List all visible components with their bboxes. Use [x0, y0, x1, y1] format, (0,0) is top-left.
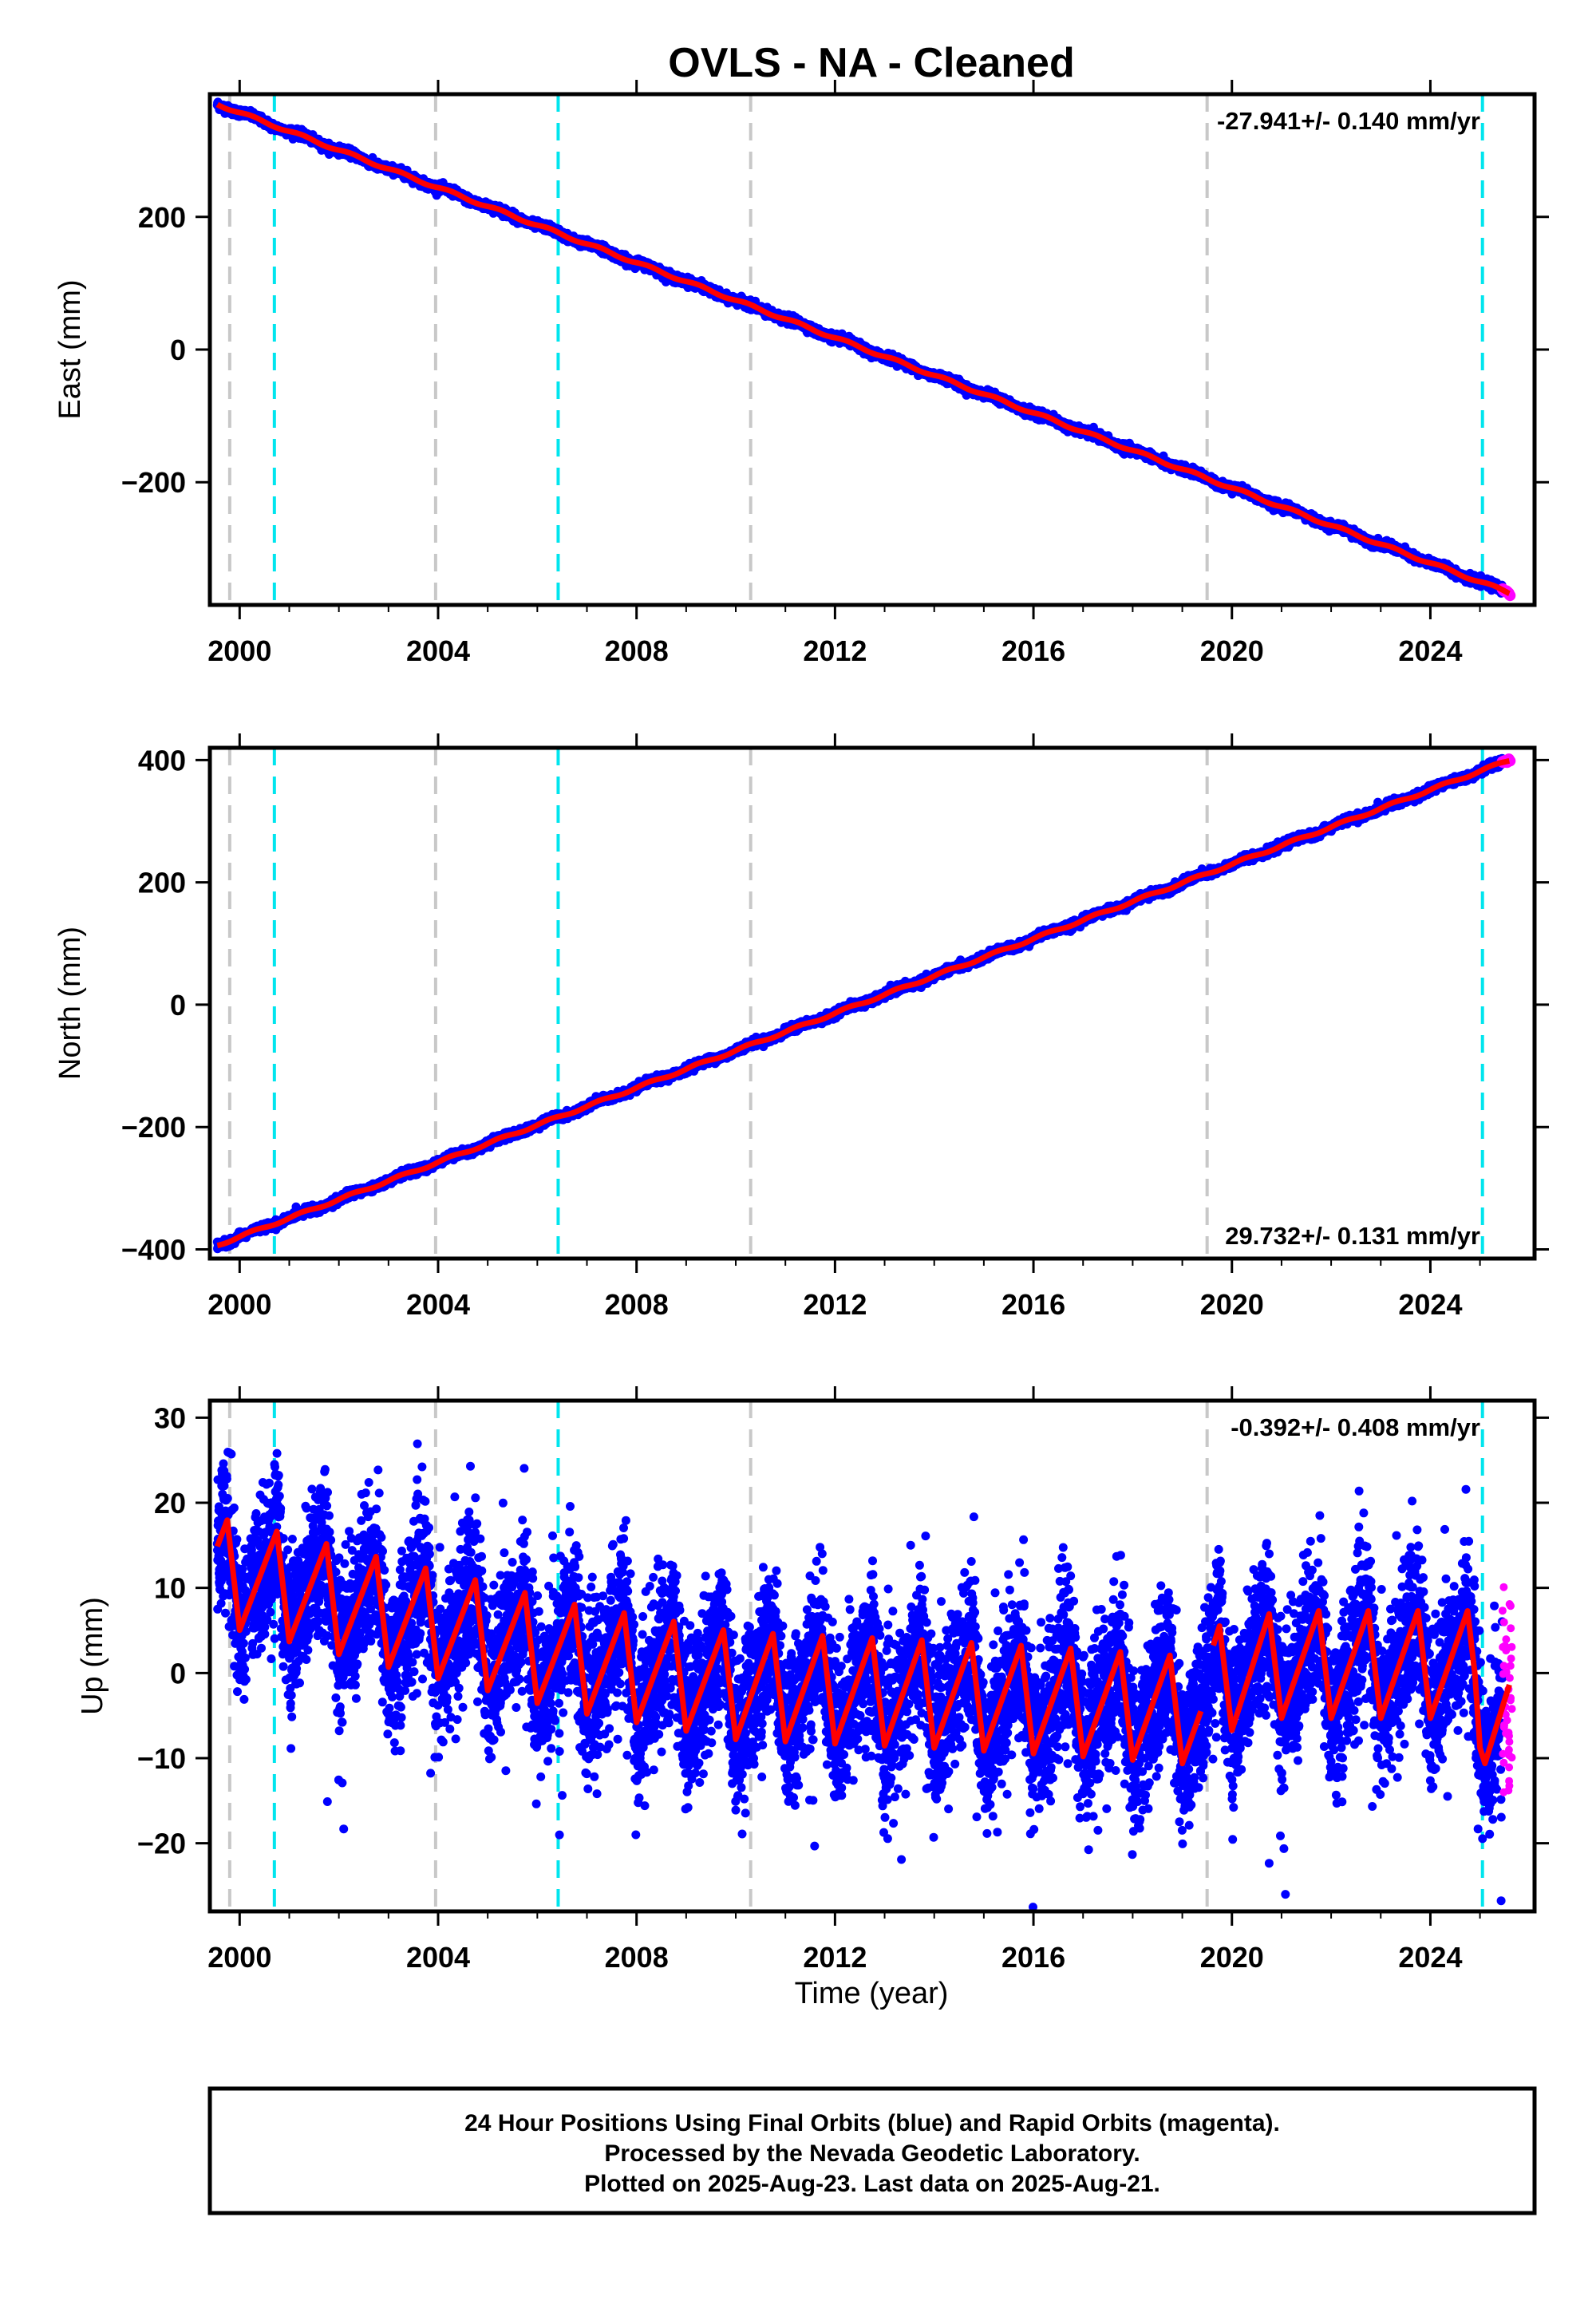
figure-title: OVLS - NA - Cleaned [668, 40, 1074, 86]
east-panel: 2000 2004 2008 2012 2016 2020 2024−2000200East… [53, 80, 1549, 667]
plot-area [212, 94, 1516, 605]
